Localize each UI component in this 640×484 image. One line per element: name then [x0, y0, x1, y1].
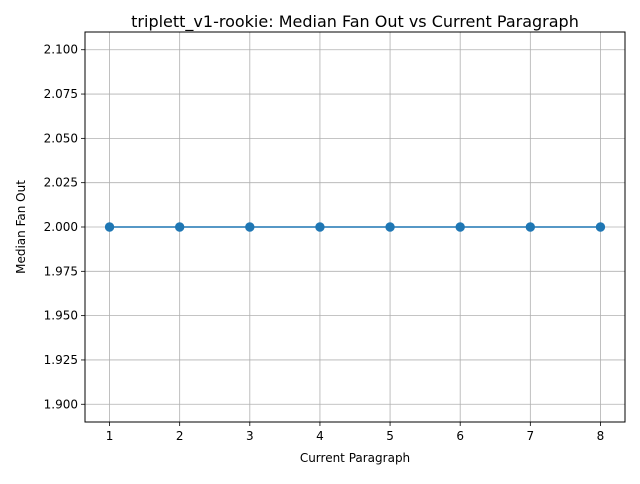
- x-tick-label: 3: [246, 429, 254, 443]
- x-tick-label: 6: [456, 429, 464, 443]
- y-tick-label: 2.075: [44, 87, 78, 101]
- data-point-marker: [385, 222, 395, 232]
- data-point-marker: [595, 222, 606, 232]
- y-tick-label: 2.025: [44, 176, 78, 190]
- data-point-marker: [245, 222, 255, 232]
- x-tick-label: 5: [386, 429, 394, 443]
- y-axis-label: Median Fan Out: [14, 180, 28, 274]
- data-point-marker: [315, 222, 325, 232]
- data-point-marker: [455, 222, 465, 232]
- x-axis-label: Current Paragraph: [300, 451, 410, 465]
- series-layer: [104, 222, 606, 232]
- y-tick-label: 1.925: [44, 353, 78, 367]
- data-point-marker: [525, 222, 536, 232]
- y-tick-label: 2.000: [44, 220, 78, 234]
- x-tick-label: 1: [106, 429, 114, 443]
- y-tick-label: 2.050: [44, 131, 78, 145]
- data-point-marker: [174, 222, 185, 232]
- y-tick-label: 1.975: [44, 264, 78, 278]
- x-tick-label: 7: [527, 429, 535, 443]
- ticks-layer: 1 2 3 4 5 6 7 8 1.900 1.925 1.950 1.975 2.000 2.025 2.…: [44, 43, 605, 443]
- chart-title: triplett_v1-rookie: Median Fan Out vs Cu…: [131, 12, 579, 32]
- y-tick-label: 1.900: [44, 397, 78, 411]
- x-tick-label: 4: [316, 429, 324, 443]
- y-tick-label: 2.100: [44, 43, 78, 57]
- x-tick-label: 2: [176, 429, 184, 443]
- data-point-marker: [104, 222, 115, 232]
- x-tick-label: 8: [597, 429, 605, 443]
- y-tick-label: 1.950: [44, 309, 78, 323]
